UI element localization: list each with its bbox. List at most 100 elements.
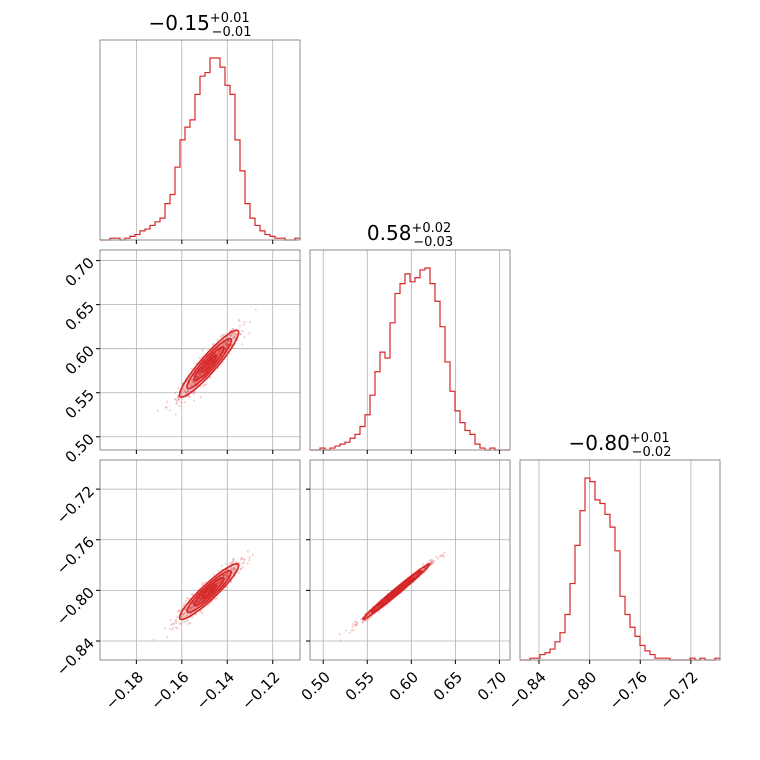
sample-point bbox=[192, 607, 195, 610]
sample-point bbox=[166, 636, 169, 639]
sample-point bbox=[224, 576, 228, 579]
sample-point bbox=[232, 328, 235, 331]
sample-point bbox=[248, 321, 252, 324]
sample-point bbox=[200, 610, 203, 613]
sample-point bbox=[190, 605, 194, 609]
sample-point bbox=[209, 359, 213, 363]
sample-point bbox=[223, 574, 226, 577]
sample-point bbox=[182, 604, 185, 607]
sample-point bbox=[189, 608, 193, 611]
sample-point bbox=[218, 351, 222, 354]
parameter-title-1: 0.58+0.02 −0.03 bbox=[367, 221, 453, 250]
sample-point bbox=[189, 607, 192, 610]
sample-point bbox=[225, 573, 228, 576]
sample-point bbox=[227, 340, 231, 343]
sample-point bbox=[239, 567, 242, 570]
sample-point bbox=[201, 349, 204, 352]
sample-point bbox=[231, 570, 234, 574]
sample-point bbox=[248, 332, 251, 335]
sample-point bbox=[182, 390, 185, 393]
sample-point bbox=[222, 574, 226, 577]
y-tick-label: −0.72 bbox=[53, 482, 98, 527]
sample-point bbox=[224, 574, 228, 577]
sample-point bbox=[248, 559, 251, 562]
sample-point bbox=[228, 571, 231, 574]
y-tick-label: 0.60 bbox=[62, 342, 98, 378]
sample-point bbox=[230, 333, 233, 337]
sample-point bbox=[181, 613, 185, 616]
sample-point bbox=[237, 571, 240, 575]
sample-point bbox=[198, 597, 201, 601]
sample-point bbox=[354, 620, 357, 624]
sample-point bbox=[173, 398, 176, 401]
sample-point bbox=[199, 373, 202, 376]
sample-point bbox=[219, 344, 222, 347]
sample-point bbox=[189, 606, 192, 610]
sample-point bbox=[215, 352, 219, 355]
sample-point bbox=[197, 373, 200, 376]
sample-point bbox=[208, 590, 212, 593]
y-tick-label: 0.70 bbox=[62, 254, 98, 290]
sample-point bbox=[429, 561, 433, 565]
sample-point bbox=[242, 557, 246, 561]
sample-point bbox=[175, 403, 178, 406]
sample-point bbox=[217, 351, 221, 355]
density-contour bbox=[186, 569, 233, 614]
sample-point bbox=[220, 564, 223, 567]
sample-point bbox=[179, 401, 183, 404]
sample-point bbox=[221, 334, 224, 337]
sample-point bbox=[228, 562, 231, 565]
panel-frame bbox=[99, 249, 301, 451]
sample-point bbox=[355, 622, 359, 626]
scatter-panel-2-1 bbox=[306, 459, 511, 664]
sample-point bbox=[214, 352, 217, 355]
sample-point bbox=[226, 574, 229, 578]
sample-point bbox=[364, 619, 367, 622]
sample-point bbox=[218, 580, 221, 583]
scatter-panel-2-0 bbox=[96, 459, 301, 664]
sample-point bbox=[352, 628, 355, 631]
sample-point bbox=[191, 593, 195, 596]
sample-point bbox=[199, 599, 202, 602]
sample-point bbox=[243, 320, 246, 324]
sample-point bbox=[361, 621, 364, 624]
sample-point bbox=[432, 559, 435, 562]
sample-point bbox=[225, 343, 228, 346]
sample-point bbox=[231, 337, 234, 340]
sample-point bbox=[174, 618, 178, 622]
parameter-title-2: −0.80+0.01 −0.02 bbox=[569, 431, 672, 460]
sample-point bbox=[187, 609, 190, 612]
sample-point bbox=[183, 612, 186, 615]
sample-point bbox=[242, 561, 245, 565]
sample-point bbox=[431, 561, 434, 565]
sample-point bbox=[216, 581, 219, 584]
sample-point bbox=[232, 558, 235, 561]
sample-point bbox=[339, 639, 342, 642]
sample-point bbox=[199, 598, 202, 601]
sample-point bbox=[230, 562, 233, 565]
sample-point bbox=[217, 582, 221, 585]
sample-point bbox=[242, 323, 245, 326]
scatter-panel-1-0 bbox=[96, 249, 301, 454]
sample-point bbox=[184, 390, 187, 394]
sample-point bbox=[227, 339, 230, 342]
sample-point bbox=[227, 571, 231, 575]
sample-point bbox=[201, 581, 205, 585]
sample-point bbox=[225, 346, 228, 349]
sample-point bbox=[197, 374, 200, 377]
sample-point bbox=[430, 563, 433, 566]
sample-point bbox=[216, 338, 219, 341]
sample-point bbox=[195, 605, 198, 609]
sample-point bbox=[190, 384, 193, 387]
sample-point bbox=[354, 620, 357, 623]
sample-point bbox=[184, 608, 187, 611]
sample-point bbox=[241, 343, 244, 346]
sample-point bbox=[187, 389, 190, 393]
sample-point bbox=[251, 554, 255, 557]
panel-frame bbox=[519, 459, 721, 661]
sample-point bbox=[224, 573, 227, 576]
sample-point bbox=[226, 342, 229, 346]
sample-point bbox=[198, 371, 201, 374]
sample-point bbox=[198, 371, 201, 374]
sample-point bbox=[198, 599, 201, 602]
